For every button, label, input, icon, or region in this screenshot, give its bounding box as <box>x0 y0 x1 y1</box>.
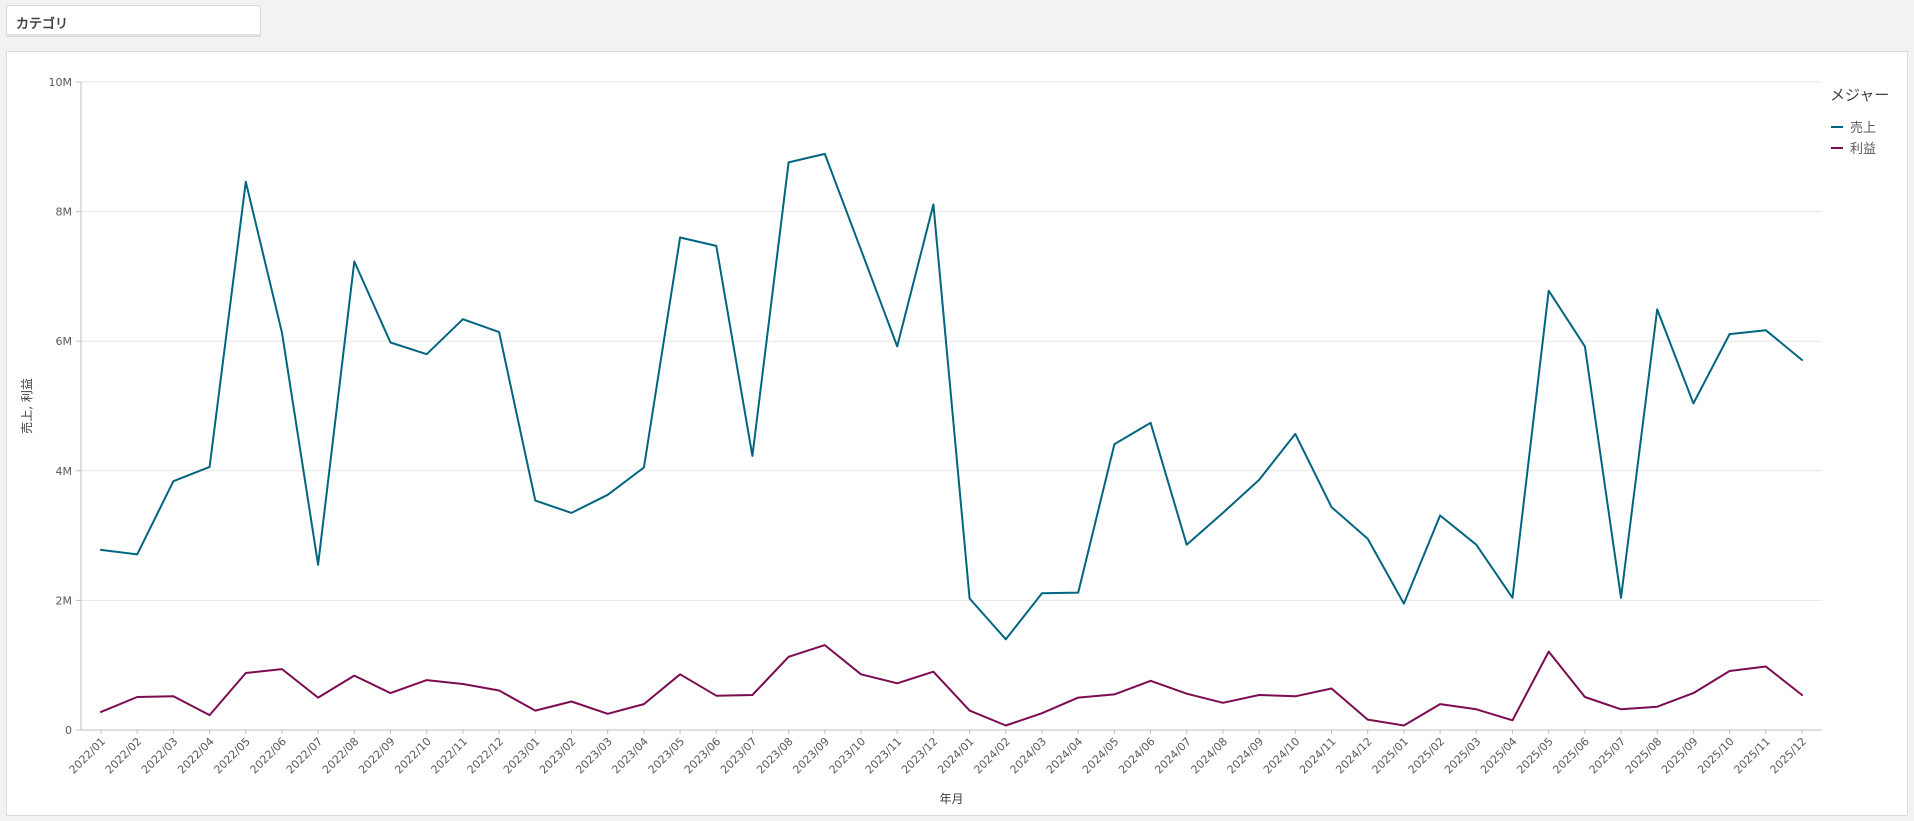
x-tick-label: 2025/07 <box>1587 735 1629 777</box>
x-tick-label: 2025/01 <box>1370 735 1412 777</box>
x-tick-label: 2022/10 <box>392 735 434 777</box>
legend-item-sales[interactable]: 売上 <box>1850 120 1876 136</box>
x-axis: 2022/012022/022022/032022/042022/052022/… <box>67 729 1822 777</box>
x-tick-label: 2025/12 <box>1768 735 1810 777</box>
x-tick-label: 2025/11 <box>1731 735 1773 777</box>
y-axis-title: 売上, 利益 <box>19 378 34 434</box>
x-tick-label: 2023/07 <box>718 735 760 777</box>
x-tick-label: 2025/02 <box>1406 735 1448 777</box>
y-tick-label: 8M <box>56 206 73 219</box>
x-tick-label: 2025/06 <box>1550 735 1592 777</box>
x-tick-label: 2023/05 <box>646 735 688 777</box>
x-tick-label: 2025/10 <box>1695 735 1737 777</box>
series-line-sales[interactable] <box>100 152 1803 641</box>
x-tick-label: 2025/08 <box>1623 735 1665 777</box>
y-axis: 0 2M 4M 6M 8M 10M <box>49 76 82 737</box>
x-tick-label: 2023/04 <box>609 735 651 777</box>
x-tick-label: 2023/06 <box>682 735 724 777</box>
x-tick-label: 2023/02 <box>537 735 579 777</box>
x-tick-label: 2023/08 <box>754 735 796 777</box>
x-tick-label: 2023/09 <box>790 735 832 777</box>
x-tick-label: 2023/11 <box>863 735 905 777</box>
series-lines <box>100 152 1803 727</box>
x-tick-label: 2022/05 <box>211 735 253 777</box>
category-filter-label: カテゴリ <box>16 17 69 32</box>
x-tick-label: 2022/11 <box>429 735 471 777</box>
chart-panel: 0 2M 4M 6M 8M 10M 2022/01 2022/02 2022/03 2022/0… <box>6 51 1908 816</box>
series-line-profit[interactable] <box>100 644 1803 727</box>
category-filter-underline <box>7 34 260 36</box>
y-tick-label: 6M <box>56 335 73 348</box>
y-tick-label: 0 <box>65 724 72 737</box>
legend-item-profit[interactable]: 利益 <box>1850 142 1876 157</box>
x-tick-label: 2022/06 <box>248 735 290 777</box>
x-tick-label: 2022/08 <box>320 735 362 777</box>
x-tick-label: 2025/09 <box>1659 735 1701 777</box>
x-tick-label: 2022/12 <box>465 735 507 777</box>
x-tick-label: 2024/08 <box>1189 735 1231 777</box>
legend-title: メジャー <box>1830 86 1889 104</box>
x-tick-label: 2023/10 <box>827 735 869 777</box>
y-tick-label: 10M <box>49 76 73 89</box>
x-tick-label: 2022/03 <box>139 735 181 777</box>
x-tick-label: 2024/05 <box>1080 735 1122 777</box>
x-tick-label: 2024/06 <box>1116 735 1158 777</box>
x-tick-label: 2024/04 <box>1044 735 1086 777</box>
x-tick-label: 2022/01 <box>67 735 109 777</box>
category-filter[interactable]: カテゴリ <box>6 5 261 37</box>
grid-lines <box>81 81 1822 601</box>
y-tick-label: 2M <box>56 594 73 607</box>
x-tick-label: 2022/04 <box>175 735 217 777</box>
x-tick-label: 2024/03 <box>1008 735 1050 777</box>
x-tick-label: 2024/07 <box>1152 735 1194 777</box>
x-tick-label: 2024/01 <box>935 735 977 777</box>
x-tick-label: 2022/02 <box>103 735 145 777</box>
y-tick-label: 4M <box>56 465 73 478</box>
x-tick-label: 2025/05 <box>1514 735 1556 777</box>
x-tick-label: 2024/12 <box>1333 735 1375 777</box>
x-tick-label: 2023/01 <box>501 735 543 777</box>
x-tick-label: 2023/03 <box>573 735 615 777</box>
x-tick-label: 2025/03 <box>1442 735 1484 777</box>
x-tick-label: 2025/04 <box>1478 735 1520 777</box>
x-tick-label: 2024/10 <box>1261 735 1303 777</box>
x-tick-label: 2022/07 <box>284 735 326 777</box>
x-tick-label: 2024/02 <box>971 735 1013 777</box>
x-axis-title: 年月 <box>939 792 963 806</box>
x-tick-label: 2024/09 <box>1225 735 1267 777</box>
x-tick-label: 2023/12 <box>899 735 941 777</box>
x-tick-label: 2024/11 <box>1297 735 1339 777</box>
x-tick-label: 2022/09 <box>356 735 398 777</box>
